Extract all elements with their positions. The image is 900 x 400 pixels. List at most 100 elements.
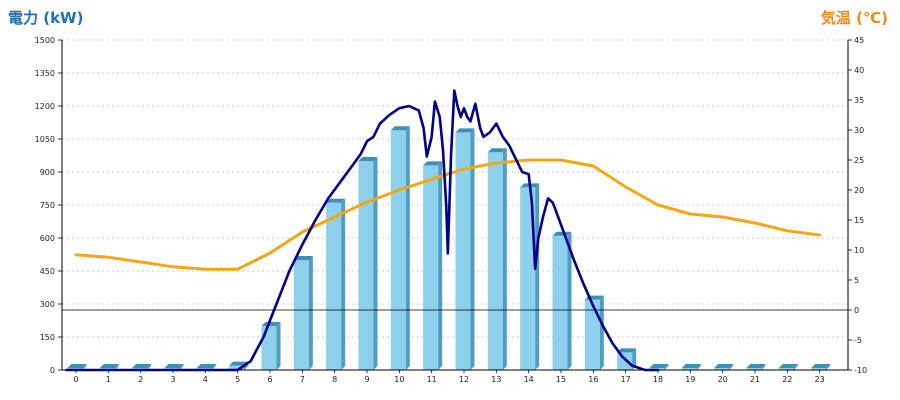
x-tick-label: 13 — [491, 375, 501, 384]
bar — [584, 295, 604, 370]
bar-front — [584, 299, 600, 370]
bar — [487, 148, 507, 370]
x-tick-label: 23 — [815, 375, 825, 384]
bar — [326, 198, 346, 370]
x-tick-label: 20 — [718, 375, 728, 384]
right-tick-label: 30 — [854, 126, 864, 135]
bar-front — [423, 165, 439, 370]
bar-side — [696, 364, 701, 370]
bar-front — [455, 132, 471, 370]
bar-top — [455, 128, 475, 133]
bar-front — [520, 187, 536, 370]
bar-side — [373, 157, 378, 370]
bar-top — [746, 364, 766, 368]
bar-top — [326, 198, 346, 203]
x-tick-label: 10 — [394, 375, 404, 384]
x-tick-label: 4 — [203, 375, 208, 384]
x-tick-label: 0 — [73, 375, 78, 384]
x-tick-label: 6 — [267, 375, 272, 384]
left-tick-label: 0 — [50, 366, 55, 375]
left-tick-label: 300 — [40, 300, 55, 309]
right-tick-label: 25 — [854, 156, 864, 165]
bar — [423, 161, 443, 370]
right-tick-label: 40 — [854, 66, 864, 75]
bar — [811, 364, 831, 370]
bar-side — [502, 148, 507, 370]
bar-side — [729, 364, 734, 370]
left-tick-label: 600 — [40, 234, 55, 243]
bar-side — [179, 364, 184, 370]
bar-top — [67, 364, 87, 368]
bar — [455, 128, 475, 370]
x-tick-label: 15 — [556, 375, 566, 384]
bar-side — [761, 364, 766, 370]
x-tick-label: 16 — [588, 375, 598, 384]
bar-side — [470, 128, 475, 370]
bar-front — [617, 352, 633, 370]
bar-front — [811, 368, 827, 370]
bar-side — [276, 322, 281, 370]
bar-top — [811, 364, 831, 368]
bar-side — [826, 364, 831, 370]
bar-side — [114, 364, 119, 370]
left-tick-label: 900 — [40, 168, 55, 177]
x-tick-label: 19 — [685, 375, 695, 384]
left-tick-label: 1350 — [35, 69, 55, 78]
x-tick-label: 7 — [300, 375, 305, 384]
left-tick-label: 450 — [40, 267, 55, 276]
right-tick-label: 5 — [854, 276, 859, 285]
bar-side — [438, 161, 443, 370]
right-tick-label: 45 — [854, 36, 864, 45]
bar-top — [358, 157, 378, 161]
right-tick-label: 15 — [854, 216, 864, 225]
x-tick-label: 18 — [653, 375, 663, 384]
bar-side — [567, 231, 572, 370]
x-tick-label: 12 — [459, 375, 469, 384]
bar-top — [390, 126, 410, 131]
power-line — [65, 89, 660, 372]
right-tick-label: -5 — [854, 336, 862, 345]
bar — [778, 364, 798, 370]
x-tick-label: 8 — [332, 375, 337, 384]
bar-side — [211, 364, 216, 370]
bar-top — [99, 364, 119, 368]
bar-top — [681, 364, 701, 368]
bar-side — [599, 295, 604, 370]
bar — [681, 364, 701, 370]
bar-top — [164, 364, 184, 368]
bar-front — [326, 202, 342, 370]
x-tick-label: 17 — [621, 375, 631, 384]
bar-front — [229, 365, 245, 370]
bar-front — [390, 130, 406, 370]
bar-front — [746, 368, 762, 370]
bar-top — [714, 364, 734, 368]
bar-front — [552, 235, 568, 370]
bar-side — [147, 364, 152, 370]
bar-top — [487, 148, 507, 153]
left-tick-label: 150 — [40, 333, 55, 342]
right-tick-label: 20 — [854, 186, 864, 195]
bar-front — [487, 152, 503, 370]
bar-side — [793, 364, 798, 370]
bar — [520, 183, 540, 370]
bar-side — [308, 256, 313, 370]
x-tick-label: 11 — [427, 375, 437, 384]
x-tick-label: 22 — [782, 375, 792, 384]
bar-top — [132, 364, 152, 368]
x-tick-label: 14 — [524, 375, 534, 384]
bar — [746, 364, 766, 370]
grid-layer — [62, 39, 848, 338]
bar-side — [405, 126, 410, 370]
left-axis-title: 電力 (kW) — [8, 9, 84, 27]
left-tick-label: 1200 — [35, 102, 55, 111]
right-tick-label: -10 — [854, 366, 867, 375]
bar-side — [535, 183, 540, 370]
right-tick-label: 35 — [854, 96, 864, 105]
x-tick-label: 9 — [364, 375, 369, 384]
bar-top — [261, 322, 281, 326]
bar-side — [341, 198, 346, 370]
bar — [261, 322, 281, 370]
temperature-line — [74, 158, 822, 271]
bar-top — [552, 231, 572, 236]
